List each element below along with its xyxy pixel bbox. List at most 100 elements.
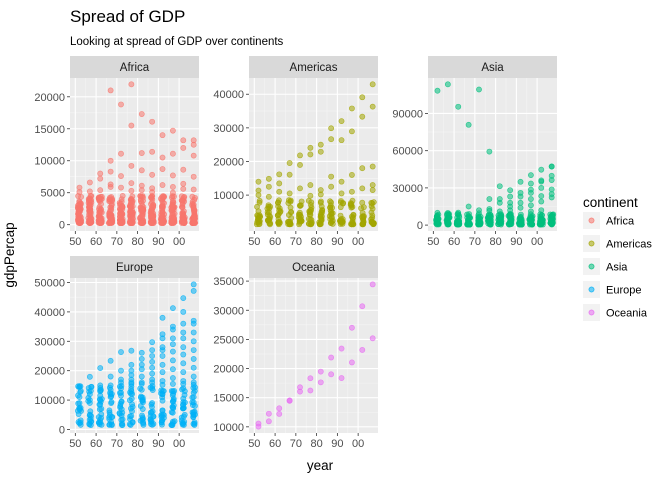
data-point <box>86 391 93 398</box>
y-tick-label: 20000 <box>213 156 244 168</box>
x-tick-label: 90 <box>152 236 164 248</box>
data-point <box>190 409 197 416</box>
data-point <box>88 196 94 203</box>
data-point <box>434 209 441 216</box>
data-point <box>265 175 272 182</box>
data-point <box>296 202 303 209</box>
data-point <box>496 199 503 206</box>
data-point <box>190 288 197 294</box>
data-point <box>517 204 524 211</box>
data-point <box>128 122 135 129</box>
data-point <box>190 281 197 288</box>
data-point <box>288 209 295 215</box>
y-tick-label: 10000 <box>213 190 244 202</box>
data-point <box>254 203 260 210</box>
data-point <box>307 192 314 199</box>
data-point <box>170 357 176 364</box>
x-tick-label: 00 <box>531 236 543 248</box>
data-point <box>96 406 103 413</box>
data-point <box>507 193 514 200</box>
data-point <box>149 370 156 377</box>
x-tick-label: 70 <box>469 236 481 248</box>
data-point <box>107 357 114 364</box>
y-tick-label: 0 <box>59 220 65 232</box>
data-point <box>138 220 145 226</box>
data-point <box>169 422 176 428</box>
data-point <box>317 141 324 148</box>
y-tick-label: 15000 <box>34 124 65 136</box>
data-point <box>147 409 154 416</box>
data-point <box>338 375 345 381</box>
data-point <box>318 198 324 205</box>
chart-subtitle: Looking at spread of GDP over continents <box>70 36 284 48</box>
data-point <box>178 414 185 421</box>
data-point <box>265 193 272 200</box>
points-americas <box>253 81 377 228</box>
data-point <box>369 163 376 170</box>
data-point <box>149 385 156 392</box>
data-point <box>159 347 166 354</box>
x-tick-label: 50 <box>69 438 81 450</box>
data-point <box>297 185 303 192</box>
data-point <box>338 178 345 185</box>
strip-label-europe: Europe <box>116 262 153 274</box>
data-point <box>108 399 115 405</box>
data-point <box>456 219 462 226</box>
strip-label-oceania: Oceania <box>292 262 335 274</box>
data-point <box>339 220 346 227</box>
data-point <box>276 405 283 412</box>
data-point <box>170 341 176 348</box>
points-africa <box>74 81 199 227</box>
data-point <box>128 388 135 395</box>
data-point <box>317 379 324 386</box>
data-point <box>107 168 114 175</box>
data-point <box>286 171 293 178</box>
data-point <box>307 375 314 382</box>
data-point <box>528 202 534 209</box>
strip-asia <box>428 56 557 78</box>
x-tick-label: 60 <box>269 236 281 248</box>
data-point <box>148 212 154 219</box>
data-point <box>76 189 83 195</box>
data-point <box>108 414 115 421</box>
data-point <box>466 221 472 228</box>
data-point <box>180 395 187 402</box>
data-point <box>286 397 293 404</box>
data-point <box>118 173 124 179</box>
data-point <box>517 199 524 206</box>
data-point <box>477 221 484 228</box>
y-tick-label: 0 <box>417 220 423 232</box>
data-point <box>538 184 545 191</box>
legend-swatch <box>588 263 595 270</box>
data-point <box>497 214 504 221</box>
legend-label: Africa <box>606 216 635 228</box>
y-tick-label: 40000 <box>34 307 65 319</box>
data-point <box>319 213 325 220</box>
data-point <box>307 144 314 151</box>
x-tick-label: 80 <box>131 438 143 450</box>
data-point <box>275 219 282 226</box>
data-point <box>359 199 366 206</box>
facet-oceania: Oceania 50 60 70 80 90 00 10000 15000 20000 25000 3… <box>213 256 378 450</box>
data-point <box>507 220 514 227</box>
data-point <box>265 410 272 417</box>
data-point <box>190 329 197 336</box>
data-point <box>128 81 135 88</box>
y-tick-label: 10000 <box>34 156 65 168</box>
data-point <box>139 206 146 213</box>
y-tick-label: 5000 <box>41 188 65 200</box>
data-point <box>170 172 176 179</box>
data-point <box>190 381 197 388</box>
data-point <box>349 188 355 195</box>
data-point <box>180 385 187 392</box>
data-point <box>180 309 187 315</box>
x-axis-title: year <box>307 458 334 473</box>
data-point <box>297 162 303 168</box>
data-point <box>328 173 335 180</box>
data-point <box>318 203 325 210</box>
data-point <box>276 411 283 417</box>
data-point <box>170 335 176 342</box>
data-point <box>108 419 115 425</box>
data-point <box>118 349 124 355</box>
data-point <box>169 409 176 416</box>
